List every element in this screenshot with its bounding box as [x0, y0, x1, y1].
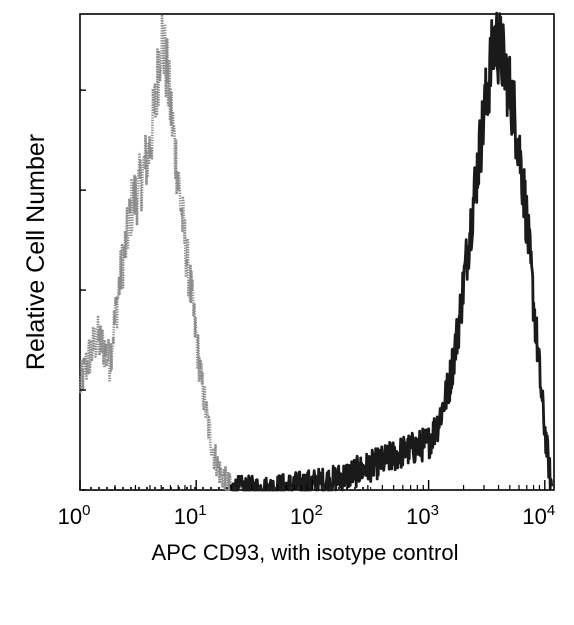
x-tick-label: 102: [290, 502, 323, 529]
x-tick-label: 101: [174, 502, 207, 529]
x-tick-label: 104: [522, 502, 555, 529]
series-cd93: [90, 11, 554, 492]
series-trace: [78, 14, 233, 492]
x-ticks: 100 101 102 103 104: [58, 480, 555, 529]
series-isotype: [78, 14, 233, 492]
series-trace: [229, 11, 554, 492]
x-axis-label: APC CD93, with isotype control: [152, 540, 459, 565]
x-tick-label: 103: [406, 502, 439, 529]
series-layer: [78, 11, 554, 492]
y-ticks: [80, 89, 86, 491]
y-axis-label: Relative Cell Number: [22, 134, 50, 370]
plot-frame: [79, 13, 555, 491]
x-tick-label: 100: [58, 502, 91, 529]
